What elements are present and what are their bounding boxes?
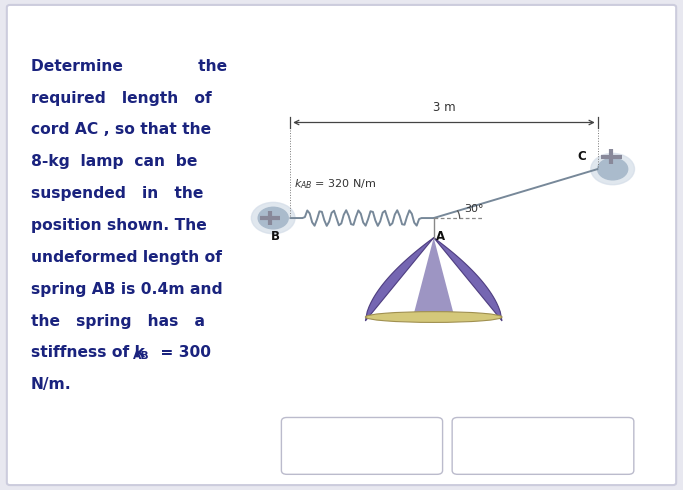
Text: 3 m: 3 m: [432, 100, 456, 114]
FancyBboxPatch shape: [7, 5, 676, 485]
Circle shape: [598, 158, 628, 180]
FancyBboxPatch shape: [452, 417, 634, 474]
Text: suspended   in   the: suspended in the: [31, 186, 203, 201]
Text: spring AB is 0.4m and: spring AB is 0.4m and: [31, 282, 223, 297]
Text: position shown. The: position shown. The: [31, 218, 206, 233]
Text: cord AC , so that the: cord AC , so that the: [31, 122, 211, 138]
Text: stiffness of k: stiffness of k: [31, 345, 145, 361]
Text: the   spring   has   a: the spring has a: [31, 314, 205, 329]
Text: A: A: [436, 230, 445, 244]
Circle shape: [591, 153, 635, 185]
Text: $k_{AB}$ = 320 N/m: $k_{AB}$ = 320 N/m: [294, 177, 376, 191]
Polygon shape: [413, 238, 454, 316]
Text: undeformed length of: undeformed length of: [31, 250, 222, 265]
Text: 30°: 30°: [464, 204, 484, 214]
Ellipse shape: [365, 312, 502, 322]
Text: AB: AB: [133, 351, 150, 361]
Circle shape: [251, 202, 295, 234]
Text: N/m.: N/m.: [31, 377, 72, 392]
Text: = 300: = 300: [155, 345, 211, 361]
FancyBboxPatch shape: [281, 417, 443, 474]
Circle shape: [258, 207, 288, 229]
Text: C: C: [577, 150, 586, 163]
Polygon shape: [365, 238, 502, 321]
Text: Determine              the: Determine the: [31, 59, 227, 74]
Text: 8-kg  lamp  can  be: 8-kg lamp can be: [31, 154, 197, 170]
Text: B: B: [271, 230, 280, 244]
Text: required   length   of: required length of: [31, 91, 212, 106]
